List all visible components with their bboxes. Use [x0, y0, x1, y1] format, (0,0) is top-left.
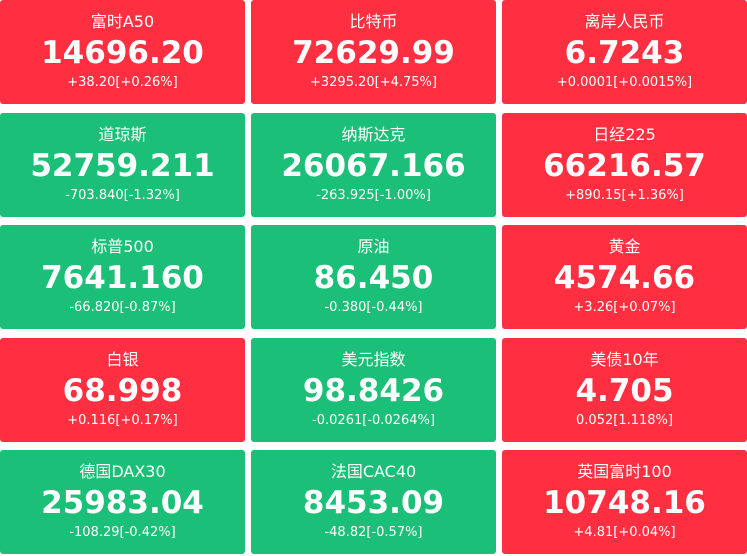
- quote-name: 黄金: [608, 237, 641, 256]
- quote-tile[interactable]: 法国CAC40 8453.09 -48.82[-0.57%]: [251, 450, 496, 554]
- quote-name: 美元指数: [341, 349, 406, 369]
- quote-name: 标普500: [91, 237, 154, 256]
- quote-tile[interactable]: 标普500 7641.160 -66.820[-0.87%]: [0, 225, 245, 329]
- quote-change: +4.81[+0.04%]: [573, 525, 676, 540]
- quote-value: 86.450: [313, 260, 434, 296]
- quote-value: 26067.166: [281, 147, 466, 184]
- quote-name: 原油: [357, 237, 390, 256]
- quote-value: 4.705: [575, 372, 674, 409]
- quote-change: +0.0001[+0.0015%]: [556, 75, 693, 90]
- quote-name: 美债10年: [590, 349, 659, 369]
- quote-value: 72629.99: [292, 35, 455, 71]
- quote-tile[interactable]: 英国富时100 10748.16 +4.81[+0.04%]: [502, 450, 747, 554]
- quote-value: 6.7243: [564, 35, 685, 71]
- quote-change: -0.380[-0.44%]: [324, 300, 423, 315]
- quote-value: 68.998: [62, 372, 183, 409]
- quote-change: -263.925[-1.00%]: [316, 187, 431, 203]
- quote-name: 白银: [106, 349, 139, 369]
- quote-change: +3.26[+0.07%]: [573, 300, 676, 315]
- quote-name: 英国富时100: [577, 462, 672, 481]
- quote-value: 52759.211: [30, 147, 215, 184]
- quote-change: +0.116[+0.17%]: [67, 412, 178, 428]
- quote-tile[interactable]: 纳斯达克 26067.166 -263.925[-1.00%]: [251, 112, 496, 217]
- quote-value: 14696.20: [41, 35, 204, 71]
- quote-change: -48.82[-0.57%]: [324, 525, 423, 540]
- quote-name: 法国CAC40: [330, 462, 417, 481]
- quote-tile[interactable]: 道琼斯 52759.211 -703.840[-1.32%]: [0, 112, 245, 217]
- quote-name: 道琼斯: [98, 124, 147, 144]
- quote-value: 98.8426: [302, 372, 445, 409]
- quote-tile[interactable]: 美债10年 4.705 0.052[1.118%]: [502, 337, 747, 442]
- quote-value: 7641.160: [41, 260, 204, 296]
- quote-tile[interactable]: 黄金 4574.66 +3.26[+0.07%]: [502, 225, 747, 329]
- quote-name: 离岸人民币: [584, 12, 665, 31]
- quote-change: 0.052[1.118%]: [576, 412, 673, 428]
- quote-change: +38.20[+0.26%]: [67, 75, 178, 90]
- quote-change: -66.820[-0.87%]: [69, 300, 176, 315]
- quote-change: +890.15[+1.36%]: [565, 187, 684, 203]
- quote-change: -703.840[-1.32%]: [65, 187, 180, 203]
- quote-tile[interactable]: 比特币 72629.99 +3295.20[+4.75%]: [251, 0, 496, 104]
- quote-tile[interactable]: 日经225 66216.57 +890.15[+1.36%]: [502, 112, 747, 217]
- quote-value: 66216.57: [543, 147, 706, 184]
- quote-tile[interactable]: 美元指数 98.8426 -0.0261[-0.0264%]: [251, 337, 496, 442]
- quote-tile[interactable]: 德国DAX30 25983.04 -108.29[-0.42%]: [0, 450, 245, 554]
- quote-name: 比特币: [349, 12, 398, 31]
- quote-name: 日经225: [593, 124, 656, 144]
- quote-tile[interactable]: 原油 86.450 -0.380[-0.44%]: [251, 225, 496, 329]
- quote-name: 纳斯达克: [341, 124, 406, 144]
- quote-value: 4574.66: [553, 260, 696, 296]
- quote-change: +3295.20[+4.75%]: [310, 75, 437, 90]
- quote-change: -108.29[-0.42%]: [69, 525, 176, 540]
- quote-change: -0.0261[-0.0264%]: [312, 412, 435, 428]
- quote-value: 8453.09: [302, 485, 445, 521]
- quote-tile[interactable]: 富时A50 14696.20 +38.20[+0.26%]: [0, 0, 245, 104]
- quote-name: 德国DAX30: [79, 462, 166, 481]
- quote-tile[interactable]: 白银 68.998 +0.116[+0.17%]: [0, 337, 245, 442]
- quote-name: 富时A50: [90, 12, 155, 31]
- quote-value: 25983.04: [41, 485, 204, 521]
- quote-tile[interactable]: 离岸人民币 6.7243 +0.0001[+0.0015%]: [502, 0, 747, 104]
- quote-value: 10748.16: [543, 485, 706, 521]
